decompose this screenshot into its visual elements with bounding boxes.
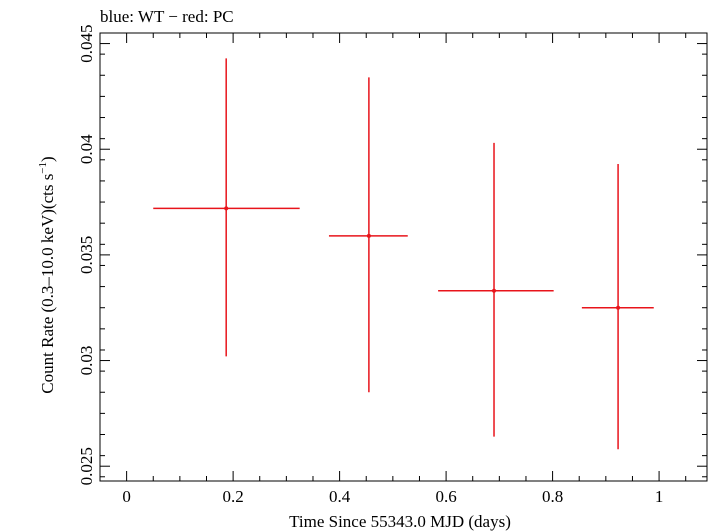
data-points <box>153 58 654 450</box>
x-tick-label: 0.6 <box>435 487 456 506</box>
data-point <box>581 164 654 450</box>
y-tick-label: 0.025 <box>77 447 96 485</box>
data-marker <box>492 288 497 293</box>
data-point <box>438 142 554 437</box>
y-tick-label: 0.03 <box>77 346 96 376</box>
y-axis-label: Count Rate (0.3–10.0 keV)(cts s−1) <box>37 156 57 393</box>
y-axis-label-main: Count Rate (0.3–10.0 keV)(cts s <box>38 174 57 394</box>
x-tick-label: 0.8 <box>542 487 563 506</box>
x-tick-label: 0.2 <box>222 487 243 506</box>
y-tick-label: 0.035 <box>77 236 96 274</box>
plot-frame <box>99 32 708 482</box>
data-marker <box>616 305 621 310</box>
x-axis-label: Time Since 55343.0 MJD (days) <box>289 512 511 531</box>
y-axis-label-close: ) <box>38 156 57 162</box>
chart-title: blue: WT − red: PC <box>100 7 234 26</box>
y-tick-label: 0.045 <box>77 24 96 62</box>
x-tick-label: 1 <box>655 487 664 506</box>
ticks: 0 0.2 0.4 0.6 0.8 1 0.025 0.03 0.035 0.04 0.045 <box>77 24 707 506</box>
y-axis-label-sup: −1 <box>37 162 49 174</box>
data-point <box>328 77 408 393</box>
data-marker <box>224 206 229 211</box>
x-tick-label: 0 <box>122 487 131 506</box>
data-point <box>153 58 300 357</box>
y-tick-label: 0.04 <box>77 134 96 164</box>
x-tick-label: 0.4 <box>329 487 351 506</box>
data-marker <box>366 233 371 238</box>
